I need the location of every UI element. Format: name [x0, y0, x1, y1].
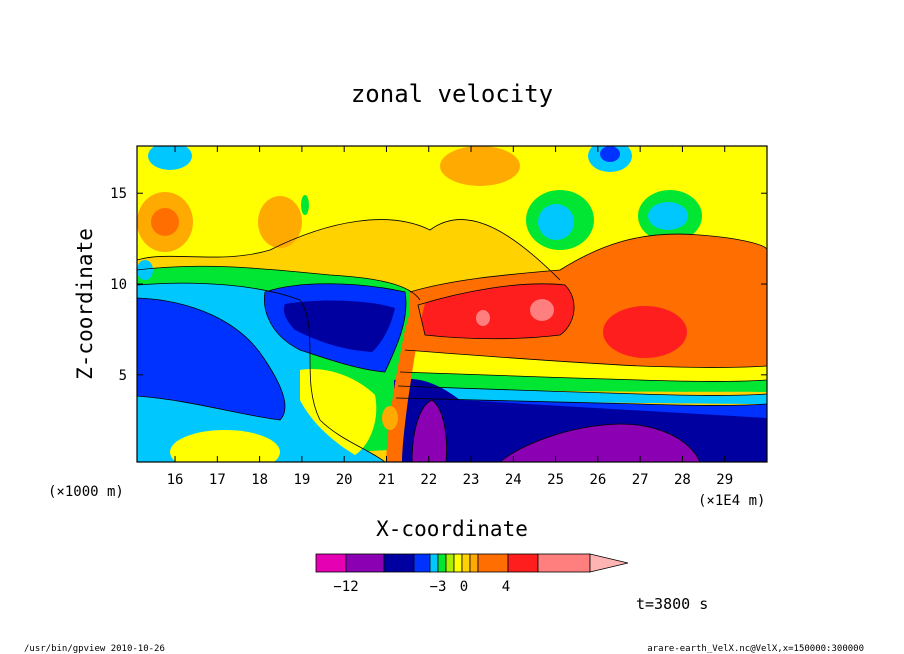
y-tick-label: 15 [110, 186, 127, 202]
region-central-dark-blue [283, 300, 395, 352]
colorbar-ticks: −12 −3 0 4 [333, 579, 510, 595]
region-red-right [603, 306, 687, 358]
x-tick-label: 23 [463, 472, 480, 488]
colorbar-segment [507, 553, 539, 573]
colorbar-arrow [589, 553, 629, 573]
colorbar-segment [461, 553, 471, 573]
region-band-yellow [400, 350, 767, 381]
region-cyan-mid [538, 204, 574, 240]
colorbar-segment [537, 553, 591, 573]
x-tick-label: 19 [293, 472, 310, 488]
x-tick-label: 17 [209, 472, 226, 488]
contour-lines [137, 219, 767, 462]
colorbar-segment [469, 553, 479, 573]
region-green-small [301, 195, 309, 215]
region-lower-left-yellow [170, 430, 280, 462]
x-tick-label: 27 [632, 472, 649, 488]
region-shear-orange-blob [382, 406, 398, 430]
colorbar-segment [477, 553, 509, 573]
x-tick-label: 24 [505, 472, 522, 488]
region-cyan-top-1 [148, 146, 192, 170]
x-tick-label: 26 [589, 472, 606, 488]
plot-area [137, 146, 767, 462]
x-tick-label: 20 [336, 472, 353, 488]
colorbar-tick-label: 4 [502, 579, 510, 595]
region-band-cyan [396, 386, 767, 404]
region-lower-center-purple [412, 400, 447, 462]
colorbar-segment [429, 553, 439, 573]
region-orange-blob-2 [258, 196, 302, 248]
region-central-red [418, 283, 575, 339]
x-tick-label: 21 [378, 472, 395, 488]
region-pink-1 [476, 310, 490, 326]
region-cyan-right [648, 202, 688, 230]
region-orange-blob-1b [151, 208, 179, 236]
footer-program: /usr/bin/gpview 2010-10-26 [24, 644, 165, 654]
region-cyan-left-top [137, 260, 153, 280]
chart-title: zonal velocity [351, 80, 553, 108]
x-axis: 16 17 18 19 20 21 22 23 24 25 26 27 28 29 [167, 146, 733, 488]
x-tick-label: 16 [167, 472, 184, 488]
x-unit-left: (×1000 m) [48, 484, 124, 500]
colorbar-segment [453, 553, 463, 573]
time-label: t=3800 s [636, 595, 708, 613]
footer-source: arare-earth_VelX.nc@VelX,x=150000:300000 [647, 644, 864, 654]
x-tick-label: 25 [547, 472, 564, 488]
colorbar-segment [445, 553, 455, 573]
x-axis-label: X-coordinate [376, 517, 528, 541]
plot-frame [136, 145, 768, 463]
x-tick-label: 18 [251, 472, 268, 488]
x-tick-label: 22 [420, 472, 437, 488]
y-axis: 5 10 15 [110, 186, 767, 384]
region-band-green [398, 372, 767, 392]
region-lower-right-purple [500, 424, 700, 462]
colorbar [315, 553, 629, 573]
colorbar-segment [437, 553, 447, 573]
region-blue-top-2 [600, 146, 620, 162]
colorbar-segment [413, 553, 431, 573]
region-lower-left-blue [137, 298, 285, 420]
x-tick-label: 29 [716, 472, 733, 488]
region-central-yellow [300, 369, 377, 455]
y-tick-label: 10 [110, 277, 127, 293]
colorbar-tick-label: 0 [460, 579, 468, 595]
colorbar-segment [383, 553, 415, 573]
colorbar-segment [345, 553, 385, 573]
y-tick-label: 5 [119, 368, 127, 384]
colorbar-tick-label: −3 [430, 579, 447, 595]
region-pink-2 [530, 299, 554, 321]
region-orange-blob-3 [440, 146, 520, 186]
x-tick-label: 28 [674, 472, 691, 488]
colorbar-tick-label: −12 [333, 579, 358, 595]
y-axis-label: Z-coordinate [73, 228, 97, 380]
colorbar-segment [315, 553, 347, 573]
x-unit-right: (×1E4 m) [698, 493, 765, 509]
